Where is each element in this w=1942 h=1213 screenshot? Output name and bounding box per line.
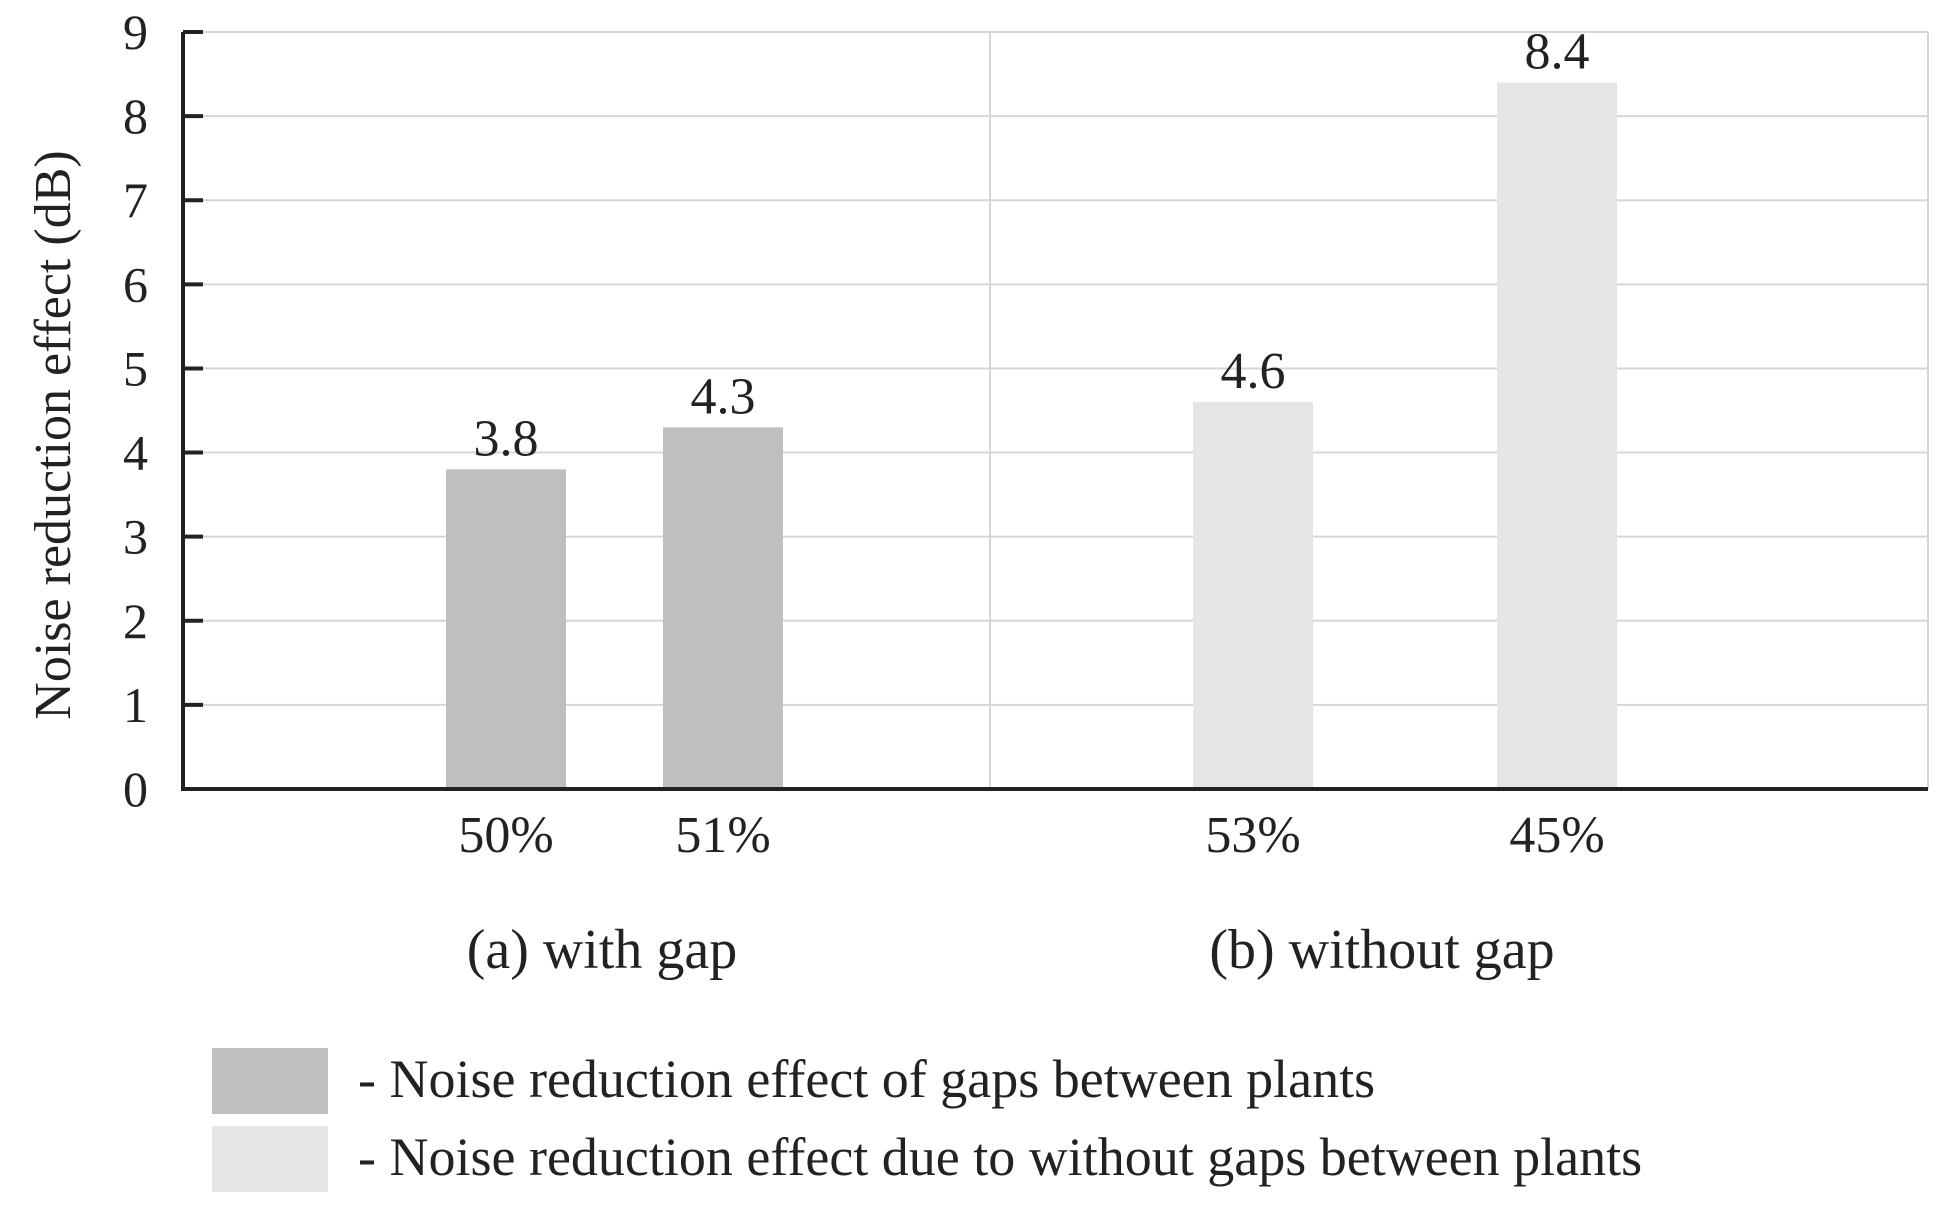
y-tick-label: 5	[123, 340, 148, 396]
bar-value-label: 3.8	[474, 410, 539, 467]
group-label: (b) without gap	[1209, 919, 1554, 981]
legend-swatch-with_gap	[212, 1048, 328, 1114]
bar-50%	[446, 469, 566, 789]
legend: - Noise reduction effect of gaps between…	[212, 1048, 1642, 1192]
y-tick-label: 2	[123, 593, 148, 649]
grid-layer	[183, 31, 1929, 789]
axes-layer	[181, 30, 1928, 791]
bar-45%	[1497, 82, 1617, 789]
x-tick-label: 53%	[1205, 807, 1300, 864]
bars-layer	[446, 82, 1617, 789]
y-tick-label: 8	[123, 88, 148, 144]
bar-53%	[1193, 402, 1313, 789]
bar-value-label: 8.4	[1525, 23, 1590, 80]
y-tick-label: 3	[123, 509, 148, 565]
bar-value-label: 4.6	[1221, 343, 1286, 400]
legend-swatch-without_gap	[212, 1126, 328, 1192]
labels-layer: 3.8 50% 4.3 51% (a) with gap 4.6 53% 8.4 45% (b) …	[123, 4, 1605, 981]
x-tick-label: 45%	[1509, 807, 1604, 864]
y-tick-label: 0	[123, 761, 148, 817]
legend-label-with_gap: - Noise reduction effect of gaps between…	[358, 1049, 1375, 1109]
y-tick-label: 9	[123, 4, 148, 60]
y-tick-label: 6	[123, 256, 148, 312]
legend-label-without_gap: - Noise reduction effect due to without …	[358, 1127, 1642, 1187]
bar-value-label: 4.3	[691, 368, 756, 425]
group-label: (a) with gap	[467, 919, 738, 981]
y-tick-label: 1	[123, 677, 148, 733]
bar-51%	[663, 427, 783, 789]
y-tick-label: 4	[123, 425, 148, 481]
x-tick-label: 50%	[458, 807, 553, 864]
x-tick-label: 51%	[675, 807, 770, 864]
y-tick-label: 7	[123, 172, 148, 228]
y-axis-title: Noise reduction effect (dB)	[25, 150, 82, 719]
